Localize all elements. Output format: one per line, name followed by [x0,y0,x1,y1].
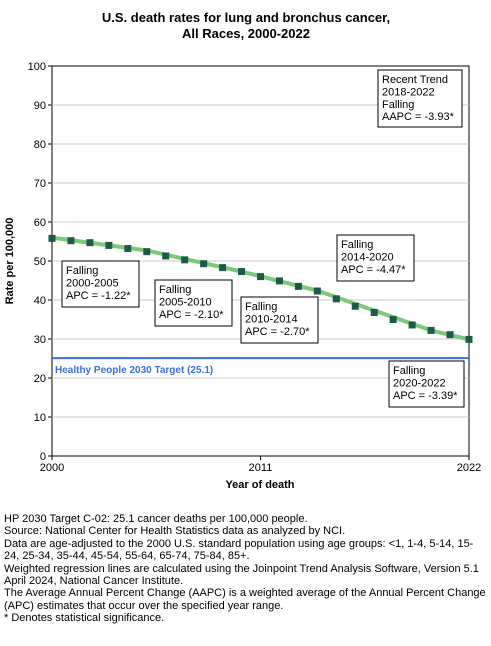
annotation-line: Falling [66,265,98,277]
data-point [67,237,75,245]
y-tick-label: 0 [40,451,46,463]
annotation-frame [240,296,319,344]
annotation-line: Falling [341,239,373,251]
y-tick-label: 90 [34,100,46,112]
footer-line: The Average Annual Percent Change (AAPC)… [4,587,486,612]
data-point [124,245,132,253]
chart: U.S. death rates for lung and bronchus c… [4,10,481,491]
x-tick-label: 2011 [249,462,273,474]
data-point [427,326,435,334]
footer-line: Source: National Center for Health Stati… [4,525,346,538]
x-tick-labels: 2000 2011 2022 [40,456,481,474]
footer-line: HP 2030 Target C-02: 25.1 cancer deaths … [4,513,308,525]
x-tick-label: 2022 [457,462,481,474]
annotation-line: 2014-2020 [341,251,394,263]
data-point [181,256,189,264]
data-point [86,239,94,247]
data-point [332,295,340,303]
chart-title-line-2: All Races, 2000-2022 [182,26,310,41]
annotation-line: APC = -3.39* [393,390,458,402]
y-tick-label: 20 [34,373,46,385]
data-point [465,335,473,343]
annotation-frame [61,260,140,308]
data-point [48,234,56,242]
data-point [370,308,378,316]
annotation-line: APC = -4.47* [341,264,406,276]
annotation-line: 2018-2022 [382,86,435,98]
y-tick-label: 60 [34,217,46,229]
annotation-line: APC = -2.70* [245,326,310,338]
annotation-line: 2010-2014 [245,313,298,325]
series-group [48,234,473,343]
annotation-line: 2005-2010 [159,296,212,308]
data-point [294,282,302,290]
annotation-line: AAPC = -3.93* [382,111,455,123]
data-point [408,321,416,329]
chart-title-line-1: U.S. death rates for lung and bronchus c… [102,10,390,25]
y-tick-label: 100 [28,61,46,73]
footer-line: * Denotes statistical significance. [4,612,165,625]
data-point [219,264,227,272]
data-point [446,331,454,339]
x-tick-label: 2000 [40,462,64,474]
footer-line: Data are age-adjusted to the 2000 U.S. s… [4,537,474,563]
annotation-line: APC = -1.22* [66,290,131,302]
data-point [257,273,264,281]
data-point [162,252,170,260]
footer-line: Weighted regression lines are calculated… [4,562,479,588]
y-tick-label: 50 [34,256,46,268]
annotation-frame [377,69,463,128]
data-point [200,260,208,268]
data-point [238,268,246,276]
y-tick-label: 40 [34,295,46,307]
annotation-line: Falling [245,301,277,313]
annotation-frame [336,234,415,282]
data-point [313,287,321,295]
target-line-label: Healthy People 2030 Target (25.1) [55,365,213,376]
y-tick-label: 30 [34,334,46,346]
annotation-line: 2020-2022 [393,377,446,389]
y-axis-label: Rate per 100,000 [4,218,16,305]
y-tick-label: 70 [34,178,46,190]
x-axis-label: Year of death [225,479,294,491]
data-point [351,302,359,310]
y-tick-label: 80 [34,139,46,151]
annotation-line: Falling [159,284,191,296]
footer-notes: HP 2030 Target C-02: 25.1 cancer deaths … [4,513,488,625]
annotation-line: Recent Trend [382,74,448,86]
y-tick-labels: 0 10 20 30 40 50 60 70 80 90 100 [28,61,46,463]
annotation-line: 2000-2005 [66,277,119,289]
data-point [105,241,113,249]
data-point [389,316,397,323]
target-line-group: Healthy People 2030 Target (25.1) [52,357,469,376]
annotation-line: APC = -2.10* [159,309,224,321]
data-point [143,248,151,256]
annotation-frame [154,279,233,327]
annotation-frame [388,360,465,408]
data-point [275,277,283,285]
y-tick-label: 10 [34,412,46,424]
annotation-line: Falling [382,99,414,111]
annotation-line: Falling [393,365,425,377]
